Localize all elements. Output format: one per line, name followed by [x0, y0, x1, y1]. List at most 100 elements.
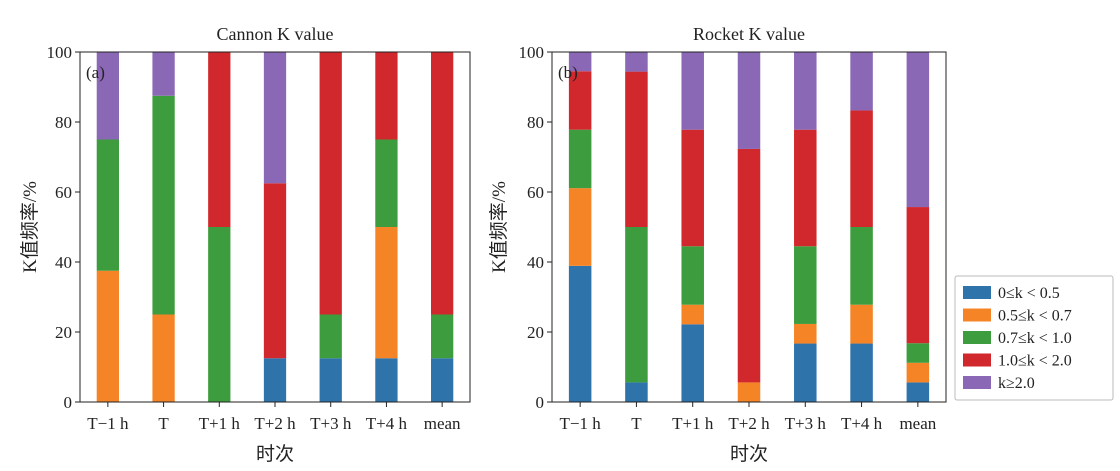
x-tick-label: T+4 h: [841, 414, 883, 433]
bar-segment-6-2: [375, 227, 398, 359]
bar-segment-5-1: [794, 343, 817, 402]
legend-swatch: [963, 308, 991, 322]
bar-segment-5-3: [794, 246, 817, 324]
x-tick-label: T: [158, 414, 169, 433]
bar-segment-3-4: [681, 129, 704, 247]
chart-title: Rocket K value: [693, 24, 805, 44]
bar-segment-1-1: [568, 265, 592, 402]
panel-label: (b): [558, 63, 578, 82]
legend-swatch: [963, 353, 991, 367]
bar-segment-4-5: [737, 52, 761, 149]
bar-segment-5-2: [794, 323, 817, 344]
bar-segment-2-5: [625, 52, 648, 72]
bar-segment-7-4: [431, 52, 454, 315]
x-tick-label: T: [631, 414, 642, 433]
bar-segment-6-1: [375, 358, 398, 402]
bar-segment-3-2: [681, 304, 704, 325]
bar-segment-2-2: [152, 314, 175, 402]
x-axis-label: 时次: [256, 443, 294, 465]
bar-segment-2-3: [152, 95, 175, 315]
panel-cannon: Cannon K value 0 20 40 60 80 100 T−1 h T T+1 h T+2…: [19, 24, 471, 465]
y-tick-label: 0: [536, 393, 545, 412]
bar-segment-5-5: [794, 52, 817, 130]
bar-segment-5-1: [319, 358, 342, 402]
bar-segment-2-4: [625, 71, 648, 227]
y-tick-label: 40: [55, 253, 72, 272]
y-axis-label: K值频率/%: [488, 181, 510, 273]
y-tick-label: 80: [527, 113, 544, 132]
x-tick-label: T+3 h: [310, 414, 352, 433]
bar-segment-1-5: [96, 52, 119, 140]
bar-segment-1-3: [568, 129, 592, 189]
bar-segment-6-4: [375, 52, 398, 140]
panel-rocket: Rocket K value 0 20 40 60 80 100 T−1 h T T+1 h T+2…: [488, 24, 947, 465]
bar-segment-3-5: [681, 52, 704, 130]
bar-segment-3-4: [208, 52, 231, 227]
x-tick-label: T−1 h: [87, 414, 129, 433]
bar-segment-6-1: [850, 343, 873, 402]
panel-label: (a): [86, 63, 105, 82]
bar-segment-1-2: [568, 188, 592, 266]
bar-segment-6-5: [850, 52, 873, 111]
x-tick-label: T+4 h: [366, 414, 408, 433]
bar-segment-6-2: [850, 304, 873, 344]
bar-segment-3-3: [208, 227, 231, 402]
bar-segment-7-4: [906, 207, 930, 344]
legend-swatch: [963, 286, 991, 299]
bar-segment-4-1: [263, 358, 287, 402]
bar-segment-2-1: [625, 382, 648, 402]
x-tick-label: T+3 h: [785, 414, 827, 433]
legend-label: k≥2.0: [998, 375, 1035, 392]
x-tick-label: T−1 h: [560, 414, 602, 433]
bar-segment-1-2: [96, 270, 119, 402]
y-tick-label: 80: [55, 113, 72, 132]
x-tick-label: T+1 h: [672, 414, 714, 433]
legend-label: 0.7≤k < 1.0: [998, 330, 1072, 347]
bar-segment-7-5: [906, 52, 930, 208]
bar-segment-3-1: [681, 324, 704, 402]
bar-segment-5-3: [319, 314, 342, 359]
bar-segment-1-3: [96, 139, 119, 271]
bar-segment-1-5: [568, 52, 592, 72]
bar-segment-4-4: [263, 183, 287, 359]
bar-segment-4-4: [737, 148, 761, 383]
chart-title: Cannon K value: [217, 24, 334, 44]
bar-segment-7-1: [431, 358, 454, 402]
bar-segment-4-5: [263, 52, 287, 184]
y-tick-label: 100: [47, 43, 73, 62]
bar-segment-7-3: [906, 343, 930, 363]
y-tick-label: 20: [527, 323, 544, 342]
y-tick-label: 0: [64, 393, 73, 412]
bar-segment-4-2: [737, 382, 761, 402]
legend: 0≤k < 0.5 0.5≤k < 0.7 0.7≤k < 1.0 1.0≤k < 2…: [954, 275, 1114, 401]
x-tick-label: T+2 h: [254, 414, 296, 433]
legend-label: 0.5≤k < 0.7: [998, 308, 1072, 325]
legend-box: [954, 275, 1114, 401]
y-axis-label: K值频率/%: [19, 181, 41, 273]
x-tick-label: T+2 h: [728, 414, 770, 433]
x-tick-label: T+1 h: [199, 414, 241, 433]
bar-segment-1-4: [568, 71, 592, 130]
bar-segment-6-3: [850, 227, 873, 305]
bar-segment-5-4: [794, 129, 817, 247]
bar-segment-6-3: [375, 139, 398, 227]
bar-segment-2-3: [625, 227, 648, 383]
bar-segment-7-3: [431, 314, 454, 359]
legend-swatch: [963, 376, 991, 389]
bar-segment-3-3: [681, 246, 704, 305]
x-tick-label: mean: [899, 414, 936, 433]
y-tick-label: 60: [55, 183, 72, 202]
bar-segment-7-2: [906, 362, 930, 383]
x-tick-label: mean: [424, 414, 461, 433]
bar-segment-7-1: [906, 382, 930, 402]
y-tick-label: 100: [519, 43, 545, 62]
legend-label: 1.0≤k < 2.0: [998, 353, 1072, 370]
y-tick-label: 60: [527, 183, 544, 202]
y-tick-label: 40: [527, 253, 544, 272]
bar-segment-5-4: [319, 52, 342, 315]
bar-segment-6-4: [850, 110, 873, 227]
legend-label: 0≤k < 0.5: [998, 285, 1060, 302]
legend-swatch: [963, 331, 991, 344]
bar-segment-2-5: [152, 52, 175, 96]
